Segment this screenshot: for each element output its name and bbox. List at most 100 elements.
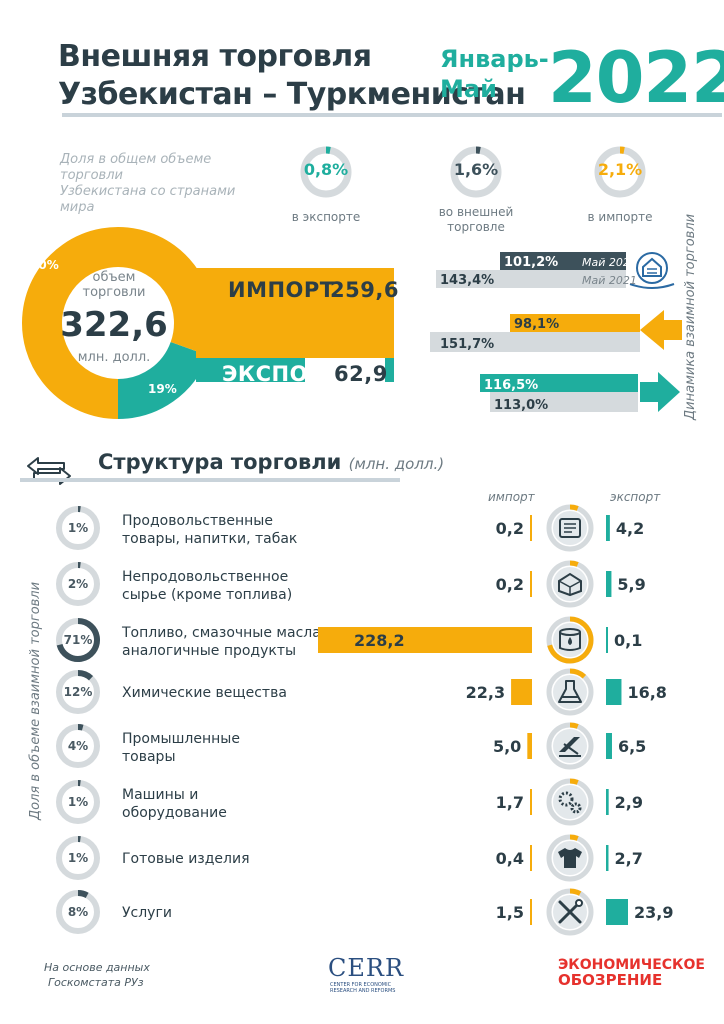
dyn-export-2022-bar bbox=[480, 374, 638, 392]
fuel-barrel-icon-drop bbox=[568, 637, 572, 645]
total-value: 322,6 bbox=[60, 305, 168, 345]
donut-center bbox=[63, 268, 173, 378]
share-label: 2% bbox=[68, 577, 88, 591]
trade-house-icon bbox=[636, 252, 668, 284]
export-bar bbox=[606, 515, 610, 541]
share-label: 71% bbox=[64, 633, 93, 647]
share-label: 1% bbox=[68, 851, 88, 865]
dyn-export-2021-bar bbox=[490, 392, 638, 412]
import-bar bbox=[511, 679, 532, 705]
donut-import-share: 80% bbox=[30, 258, 59, 272]
import-value-label: 1,5 bbox=[496, 903, 524, 922]
icon-ring-arc bbox=[569, 504, 579, 511]
export-value-label: 5,9 bbox=[617, 575, 645, 594]
import-bar bbox=[530, 845, 532, 871]
structure-title: Структура торговли (млн. долл.) bbox=[98, 450, 445, 474]
title-line-2: Узбекистан – Туркменистан bbox=[58, 77, 526, 112]
share-trade-value: 1,6% bbox=[453, 160, 499, 179]
import-bar bbox=[530, 789, 532, 815]
category-label: Продовольственные bbox=[122, 513, 273, 529]
table-row: 71% Топливо, смазочные масла, аналогичные … bbox=[56, 616, 642, 664]
import-bar bbox=[530, 899, 532, 925]
dyn-trade-2021-bar bbox=[436, 270, 626, 288]
export-bar bbox=[606, 845, 609, 871]
total-label: объем торговли bbox=[82, 270, 146, 300]
share-ring-arc bbox=[77, 724, 84, 731]
icon-ring-arc bbox=[569, 778, 579, 785]
icon-ring-arc bbox=[569, 888, 582, 896]
share-export-value: 0,8% bbox=[303, 160, 349, 179]
structure-chart: 1% Продовольственные товары, напитки, таба… bbox=[56, 504, 673, 936]
category-label: Готовые изделия bbox=[122, 851, 250, 867]
icon-ring-arc bbox=[569, 834, 579, 841]
share-ring-arc bbox=[56, 618, 100, 662]
icon-ring-arc bbox=[569, 560, 579, 567]
trade-house-icon-base bbox=[629, 283, 675, 289]
category-label: товары, напитки, табак bbox=[122, 531, 297, 547]
dyn-import-2022: 98,1% bbox=[514, 317, 560, 332]
export-bar bbox=[606, 679, 622, 705]
table-row: 1% Готовые изделия 0,4 2,7 bbox=[56, 834, 643, 882]
chemistry-flask-icon bbox=[558, 680, 582, 703]
dyn-trade-2022: 101,2% bbox=[504, 255, 559, 270]
steel-beam-icon-beam bbox=[559, 743, 581, 757]
category-label: сырье (кроме топлива) bbox=[122, 587, 292, 603]
import-value-label: 1,7 bbox=[496, 793, 524, 812]
cerr-logo-subtitle: CENTER FOR ECONOMIC RESEARCH AND REFORMS bbox=[330, 982, 396, 994]
structure-divider bbox=[20, 478, 400, 482]
export-value-label: 6,5 bbox=[618, 737, 646, 756]
exchange-arrows-icon bbox=[27, 457, 71, 485]
dyn-import-2022-bar bbox=[510, 314, 640, 332]
category-label: Химические вещества bbox=[122, 685, 287, 701]
export-bar bbox=[606, 733, 612, 759]
table-row: 1% Продовольственные товары, напитки, таба… bbox=[56, 504, 644, 552]
dyn-import-2021-bar bbox=[430, 332, 640, 352]
table-row: 8% Услуги 1,5 23,9 bbox=[56, 888, 673, 936]
share-label: 8% bbox=[68, 905, 88, 919]
import-bar bbox=[318, 627, 532, 653]
export-bar bbox=[606, 789, 609, 815]
trade-house-icon-shape bbox=[642, 257, 662, 277]
export-value-label: 2,9 bbox=[615, 793, 643, 812]
export-bar-value-bg bbox=[305, 358, 385, 382]
share-label: 1% bbox=[68, 521, 88, 535]
donut-export-share: 19% bbox=[148, 382, 177, 396]
export-column-head: экспорт bbox=[610, 490, 661, 504]
export-bar bbox=[606, 571, 612, 597]
import-value-label: 0,2 bbox=[496, 519, 524, 538]
total-unit: млн. долл. bbox=[77, 350, 151, 365]
dyn-legend-2021: Май 2021 bbox=[582, 274, 637, 287]
import-value-label: 228,2 bbox=[354, 631, 405, 650]
year: 2022 bbox=[548, 37, 724, 119]
table-row: 12% Химические вещества 22,3 16,8 bbox=[56, 668, 667, 716]
shares-caption: Доля в общем объеме торговли Узбекистана… bbox=[60, 152, 270, 216]
share-label: 4% bbox=[68, 739, 88, 753]
category-label: Машины и bbox=[122, 787, 198, 803]
import-value-label: 5,0 bbox=[493, 737, 521, 756]
icon-ring-arc bbox=[547, 616, 594, 664]
share-ring-arc bbox=[77, 670, 94, 681]
dyn-trade-2022-bar bbox=[500, 252, 626, 270]
dyn-export-2022: 116,5% bbox=[484, 378, 539, 393]
export-bar bbox=[606, 627, 608, 653]
share-import-label: в импорте bbox=[587, 210, 653, 224]
import-bar-value: 259,6 bbox=[330, 278, 399, 302]
icon-ring-arc bbox=[569, 668, 587, 679]
share-label: 1% bbox=[68, 795, 88, 809]
category-label: оборудование bbox=[122, 805, 227, 821]
donut-export-arc bbox=[117, 341, 209, 419]
import-value-label: 22,3 bbox=[466, 683, 505, 702]
structure-unit: (млн. долл.) bbox=[348, 455, 445, 473]
share-ring-arc bbox=[77, 890, 89, 899]
top-graphics bbox=[22, 146, 682, 419]
import-arrow-icon bbox=[640, 310, 682, 350]
export-value-label: 16,8 bbox=[627, 683, 666, 702]
import-bar-label: ИМПОРТ bbox=[228, 278, 335, 302]
category-label: Услуги bbox=[122, 905, 172, 921]
cerr-logo: CERR bbox=[328, 954, 405, 982]
export-bar-label: ЭКСПОРТ bbox=[222, 362, 339, 384]
export-value-label: 0,1 bbox=[614, 631, 642, 650]
export-value-label: 2,7 bbox=[614, 849, 642, 868]
gears-icon-small bbox=[570, 802, 582, 814]
dyn-trade-2021: 143,4% bbox=[440, 273, 495, 288]
